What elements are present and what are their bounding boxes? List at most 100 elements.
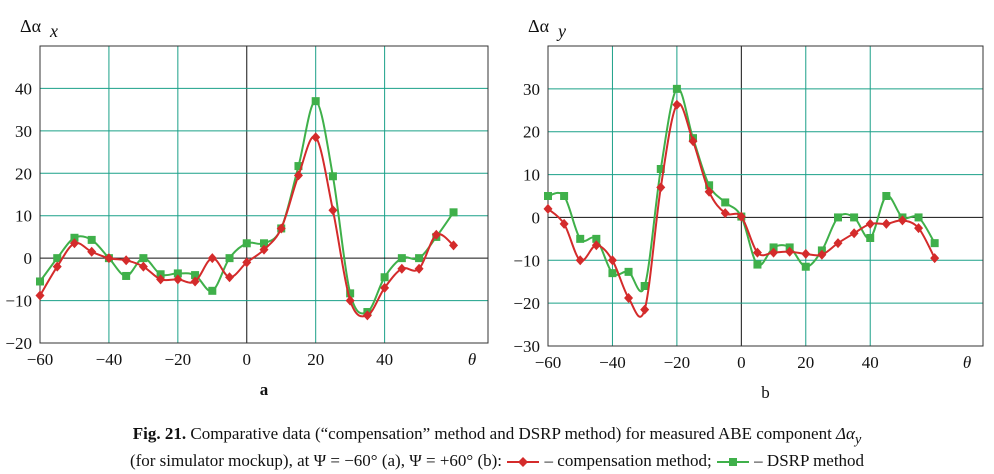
caption-symbol: Δα	[836, 424, 855, 443]
y-tick-label: 0	[532, 208, 541, 227]
y-tick-label: 30	[523, 80, 540, 99]
y-tick-label: −20	[5, 334, 32, 353]
data-point-dsrp-method	[753, 260, 762, 269]
data-point-compensation-method	[328, 205, 338, 216]
data-point-compensation-method	[173, 274, 183, 285]
x-tick-label: −60	[27, 350, 54, 369]
data-point-compensation-method	[624, 293, 634, 303]
data-point-compensation-method	[930, 253, 940, 264]
data-point-compensation-method	[190, 276, 200, 287]
data-point-compensation-method	[833, 238, 843, 249]
data-point-compensation-method	[704, 186, 714, 197]
data-point-compensation-method	[293, 170, 303, 181]
y-axis-label-subscript: x	[49, 21, 58, 41]
data-point-dsrp-method	[834, 213, 842, 222]
data-point-compensation-method	[575, 255, 585, 266]
data-point-compensation-method	[849, 228, 859, 239]
caption-fig-label: Fig. 21.	[132, 424, 187, 443]
data-point-compensation-method	[865, 218, 875, 229]
data-point-compensation-method	[345, 295, 355, 306]
y-tick-label: 20	[15, 164, 32, 183]
data-point-dsrp-method	[242, 239, 251, 248]
y-axis-label: Δα	[528, 16, 550, 36]
data-point-compensation-method	[559, 218, 569, 229]
y-axis-label-subscript: y	[556, 21, 566, 41]
x-axis-label: θ	[468, 350, 476, 369]
data-point-dsrp-method	[294, 162, 303, 171]
data-point-dsrp-method	[544, 192, 552, 200]
data-point-compensation-method	[87, 246, 97, 257]
x-tick-label: 40	[862, 353, 879, 372]
data-point-compensation-method	[69, 238, 79, 249]
data-point-dsrp-method	[328, 172, 337, 181]
data-point-compensation-method	[607, 255, 617, 266]
data-point-dsrp-method	[801, 262, 810, 271]
x-tick-label: 0	[737, 353, 746, 372]
x-tick-label: −60	[535, 353, 562, 372]
y-tick-label: 10	[15, 207, 32, 226]
data-point-compensation-method	[769, 247, 779, 258]
x-tick-label: 20	[307, 350, 324, 369]
data-point-compensation-method	[311, 132, 321, 143]
data-point-dsrp-method	[705, 181, 714, 190]
caption-line-2: (for simulator mockup), at Ψ = −60° (a),…	[20, 450, 974, 472]
data-point-dsrp-method	[914, 213, 923, 222]
x-axis-label: θ	[963, 353, 971, 372]
data-point-compensation-method	[414, 263, 424, 274]
data-point-dsrp-method	[36, 277, 44, 286]
data-point-dsrp-method	[576, 234, 585, 243]
x-tick-label: −20	[664, 353, 691, 372]
data-point-dsrp-method	[346, 289, 355, 298]
data-point-dsrp-method	[592, 234, 601, 243]
data-point-compensation-method	[801, 248, 811, 259]
y-tick-label: −10	[5, 292, 32, 311]
data-point-compensation-method	[52, 261, 62, 272]
data-point-compensation-method	[138, 261, 148, 272]
x-tick-label: 0	[243, 350, 252, 369]
panel-tag: a	[260, 380, 269, 399]
data-point-dsrp-method	[640, 282, 649, 290]
legend-dsrp-label: – DSRP method	[754, 451, 865, 471]
data-point-compensation-method	[104, 253, 114, 264]
x-tick-label: 40	[376, 350, 393, 369]
data-point-dsrp-method	[380, 273, 389, 282]
data-point-compensation-method	[752, 247, 762, 258]
x-tick-label: 20	[797, 353, 814, 372]
data-point-dsrp-method	[87, 235, 96, 244]
data-point-compensation-method	[543, 203, 553, 214]
data-point-compensation-method	[362, 310, 372, 321]
data-point-dsrp-method	[866, 234, 875, 242]
data-point-compensation-method	[672, 99, 682, 110]
x-tick-label: −40	[96, 350, 123, 369]
data-point-dsrp-method	[882, 192, 891, 200]
data-point-dsrp-method	[260, 239, 268, 248]
plot-frame	[39, 45, 489, 344]
panel-b: −30 −20 −10 0 10 20 30 −60 −40 −20 0 20 40 θ Δα y b	[513, 16, 984, 402]
x-tick-label: −20	[165, 350, 192, 369]
data-point-dsrp-method	[624, 267, 633, 276]
data-point-compensation-method	[276, 223, 286, 234]
data-point-compensation-method	[242, 257, 252, 268]
data-point-dsrp-method	[930, 239, 939, 248]
y-tick-label: 0	[24, 249, 33, 268]
data-point-compensation-method	[640, 304, 650, 315]
data-point-compensation-method	[736, 211, 746, 222]
data-point-compensation-method	[431, 229, 441, 240]
y-tick-label: −30	[513, 337, 540, 356]
data-point-compensation-method	[449, 240, 459, 251]
data-point-compensation-method	[881, 218, 891, 229]
caption-condition: (for simulator mockup), at Ψ = −60° (a),…	[129, 451, 503, 471]
plot-frame	[547, 45, 984, 347]
data-point-dsrp-method	[53, 254, 62, 263]
data-point-dsrp-method	[672, 84, 681, 93]
data-point-dsrp-method	[608, 269, 617, 278]
data-point-dsrp-method	[139, 254, 148, 263]
y-tick-label: 10	[523, 166, 540, 185]
caption-symbol-sub: y	[854, 431, 862, 448]
y-tick-label: 40	[15, 79, 32, 98]
caption-text: Comparative data (“compensation” method …	[190, 424, 832, 443]
chart-canvas: −20 −10 0 10 20 30 40 −60 −40 −20 0 20 40 θ Δα x a −30 −20…	[5, 16, 984, 402]
data-point-compensation-method	[380, 282, 390, 293]
y-tick-label: 30	[15, 122, 32, 141]
